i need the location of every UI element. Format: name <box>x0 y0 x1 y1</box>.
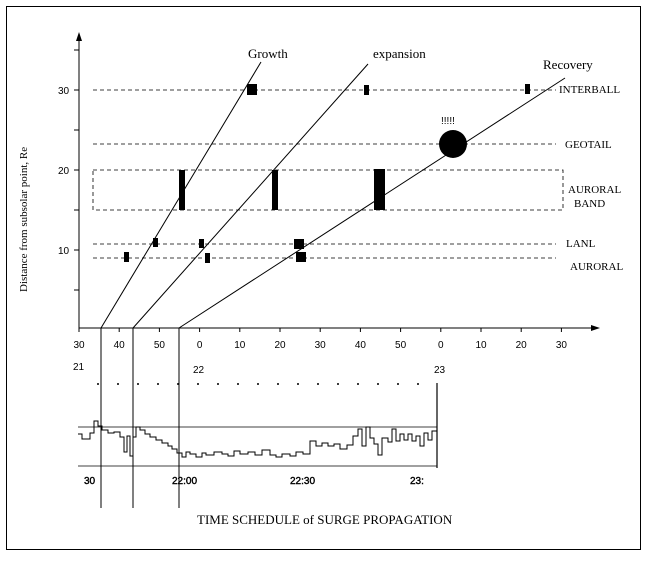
marker <box>296 252 306 262</box>
hour-label-21: 21 <box>73 362 85 373</box>
y-tick-label: 20 <box>58 166 70 177</box>
marker <box>525 84 530 94</box>
y-axis-ticks <box>74 49 79 291</box>
x-tick-label: 40 <box>114 340 126 351</box>
marker <box>205 253 210 263</box>
x-tick-label: 20 <box>516 340 528 351</box>
time-dot <box>337 383 339 385</box>
index-axis-labels: 30 22:00 22:30 23: <box>84 476 424 487</box>
region-label-geotail: GEOTAIL <box>565 139 612 151</box>
region-label-auroral-2: AURORAL <box>570 261 623 273</box>
marker <box>364 85 369 95</box>
marker <box>272 170 278 210</box>
time-dot <box>377 383 379 385</box>
marker <box>153 238 158 247</box>
index-axis-label: 23: <box>410 476 424 487</box>
y-tick-label: 10 <box>58 246 70 257</box>
auroral-band-box <box>92 169 564 211</box>
marker <box>247 84 257 95</box>
marker <box>179 170 185 210</box>
time-dot <box>277 383 279 385</box>
time-dot <box>297 383 299 385</box>
x-axis-tick-labels: 30 40 50 0 10 20 30 40 50 0 10 20 30 <box>73 340 567 351</box>
time-dot <box>357 383 359 385</box>
marker <box>199 239 204 248</box>
index-trace <box>78 420 437 458</box>
time-dot <box>197 383 199 385</box>
x-tick-label: 50 <box>395 340 407 351</box>
region-label-band: BAND <box>574 198 605 210</box>
x-tick-label: 30 <box>73 340 85 351</box>
time-dot <box>257 383 259 385</box>
figure-title: TIME SCHEDULE of SURGE PROPAGATION <box>197 512 453 527</box>
region-label-lanl: LANL <box>566 238 596 250</box>
region-label-interball: INTERBALL <box>559 84 620 96</box>
x-tick-label: 10 <box>234 340 246 351</box>
hour-label-23: 23 <box>434 365 446 376</box>
x-tick-label: 40 <box>355 340 367 351</box>
x-tick-label: 0 <box>438 340 444 351</box>
observation-markers <box>124 84 530 263</box>
marker <box>294 239 304 249</box>
phase-label-recovery: Recovery <box>543 57 593 72</box>
time-dot <box>417 383 419 385</box>
propagation-lines <box>100 61 566 329</box>
marker <box>124 252 129 262</box>
phase-label-expansion: expansion <box>373 46 426 61</box>
time-dot <box>97 383 99 385</box>
index-axis-label: 30 <box>84 476 96 487</box>
phase-label-growth: Growth <box>248 46 288 61</box>
time-dot <box>217 383 219 385</box>
y-tick-label: 30 <box>58 86 70 97</box>
y-axis-label: Distance from subsolar point, Re <box>18 147 30 292</box>
x-tick-label: 50 <box>154 340 166 351</box>
time-dot <box>137 383 139 385</box>
x-tick-label: 20 <box>274 340 286 351</box>
x-tick-label: 0 <box>197 340 203 351</box>
geotail-marker <box>439 130 467 158</box>
x-tick-label: 30 <box>315 340 327 351</box>
x-axis-arrow-icon <box>591 325 600 331</box>
time-dot <box>117 383 119 385</box>
x-tick-label: 10 <box>475 340 487 351</box>
hour-label-22: 22 <box>193 365 205 376</box>
time-dots <box>97 383 419 385</box>
index-panel <box>78 383 438 468</box>
annotation-exclamation: !!!!! <box>441 116 455 127</box>
x-axis-ticks <box>78 328 562 332</box>
y-axis-arrow-icon <box>76 32 82 41</box>
region-lines <box>92 89 564 259</box>
figure-frame <box>6 6 641 550</box>
region-label-auroral: AURORAL <box>568 184 621 196</box>
x-tick-label: 30 <box>556 340 568 351</box>
time-dot <box>317 383 319 385</box>
index-axis-label: 22:30 <box>290 476 315 487</box>
marker <box>374 169 385 210</box>
time-dot <box>157 383 159 385</box>
expansion-line <box>132 63 369 329</box>
index-axis-label: 22:00 <box>172 476 197 487</box>
time-dot <box>397 383 399 385</box>
recovery-line <box>178 77 566 329</box>
time-dot <box>237 383 239 385</box>
guide-lines <box>100 328 180 508</box>
